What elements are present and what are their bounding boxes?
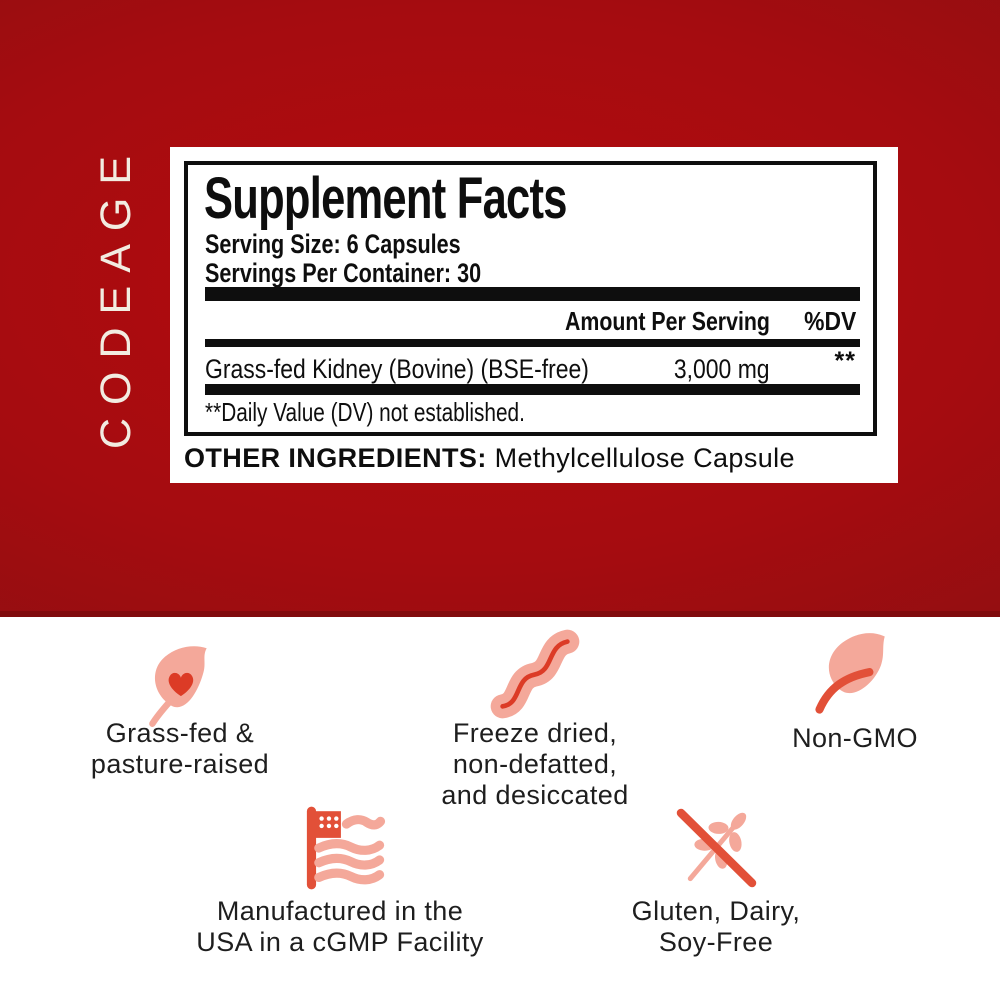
feature-caption: Non-GMO — [695, 723, 1000, 754]
caption-line: and desiccated — [441, 780, 629, 810]
no-gluten-icon — [666, 798, 766, 898]
daily-value-footnote: **Daily Value (DV) not established. — [205, 397, 525, 427]
caption-line: USA in a cGMP Facility — [196, 927, 484, 957]
leaf-heart-icon — [134, 640, 226, 732]
caption-line: Gluten, Dairy, — [631, 896, 801, 926]
bacon-strip-icon — [483, 622, 587, 726]
feature-caption: Gluten, Dairy, Soy-Free — [536, 896, 896, 958]
other-ingredients-value: Methylcellulose Capsule — [494, 443, 795, 473]
feature-non-gmo: Non-GMO — [695, 626, 1000, 786]
caption-line: Grass-fed & — [105, 718, 255, 748]
red-hero-background: CODEAGE Supplement Facts Serving Size: 6… — [0, 0, 1000, 617]
brand-logo-vertical: CODEAGE — [92, 142, 140, 450]
caption-line: Soy-Free — [658, 927, 774, 957]
servings-per-container: Servings Per Container: 30 — [205, 258, 482, 288]
other-ingredients-label: OTHER INGREDIENTS: — [184, 443, 487, 473]
ingredient-row-name: Grass-fed Kidney (Bovine) (BSE-free) — [205, 354, 589, 384]
feature-caption: Manufactured in the USA in a cGMP Facili… — [160, 896, 520, 958]
feature-gluten-free: Gluten, Dairy, Soy-Free — [536, 798, 896, 978]
usa-flag-icon — [294, 802, 386, 894]
supplement-facts-title: Supplement Facts — [204, 166, 567, 231]
column-header-dv: %DV — [803, 306, 856, 336]
feature-grass-fed: Grass-fed & pasture-raised — [20, 640, 340, 820]
serving-size: Serving Size: 6 Capsules — [205, 229, 461, 259]
divider-bar-thick — [205, 287, 860, 301]
supplement-facts-panel: Supplement Facts Serving Size: 6 Capsule… — [170, 147, 898, 483]
caption-line: non-defatted, — [452, 749, 618, 779]
ingredient-row-dv: ** — [834, 347, 856, 375]
features-section: Grass-fed & pasture-raised Freeze dried,… — [0, 617, 1000, 1000]
caption-line: Manufactured in the — [216, 896, 464, 926]
caption-line: pasture-raised — [90, 749, 270, 779]
ingredient-row-amount: 3,000 mg — [674, 354, 770, 384]
leaf-icon — [807, 626, 903, 722]
divider-bar-medium — [205, 339, 860, 347]
feature-freeze-dried: Freeze dried, non-defatted, and desiccat… — [375, 622, 695, 842]
other-ingredients-line: OTHER INGREDIENTS: Methylcellulose Capsu… — [184, 443, 884, 474]
column-header-amount: Amount Per Serving — [565, 306, 770, 336]
supplement-facts-box: Supplement Facts Serving Size: 6 Capsule… — [184, 161, 877, 436]
feature-caption: Freeze dried, non-defatted, and desiccat… — [375, 718, 695, 811]
caption-line: Freeze dried, — [452, 718, 618, 748]
feature-caption: Grass-fed & pasture-raised — [20, 718, 340, 780]
feature-made-in-usa: Manufactured in the USA in a cGMP Facili… — [160, 802, 520, 982]
caption-line: Non-GMO — [792, 723, 918, 753]
divider-bar-thick-bottom — [205, 384, 860, 395]
